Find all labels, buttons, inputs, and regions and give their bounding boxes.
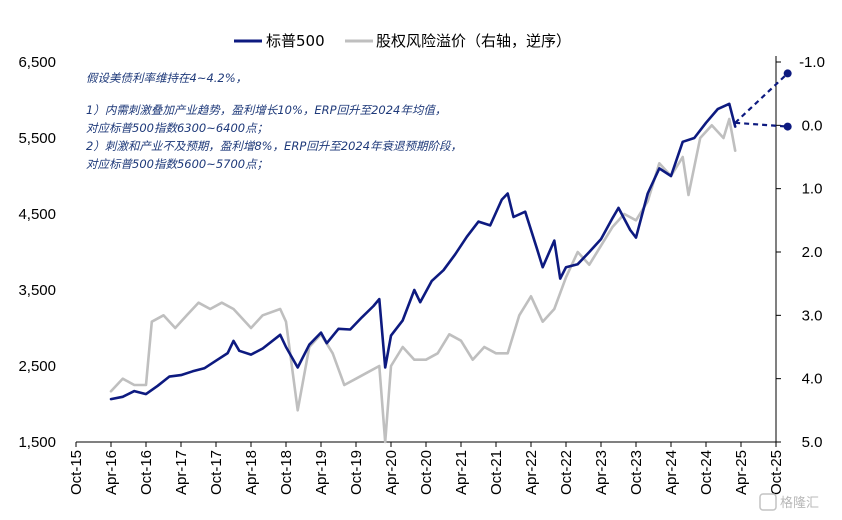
left-tick-label: 6,500 — [18, 54, 56, 71]
x-tick-label: Oct-21 — [488, 450, 505, 495]
x-tick-label: Apr-23 — [593, 450, 610, 495]
annotation-block: 假设美债利率维持在4~4.2%， 1）内需刺激叠加产业趋势，盈利增长10%，ER… — [86, 71, 462, 171]
left-tick-label: 4,500 — [18, 206, 56, 223]
projection-endpoint-2 — [783, 122, 792, 131]
series-line-sp500 — [109, 102, 737, 401]
right-tick-label: -1.0 — [799, 54, 825, 71]
x-tick-label: Apr-18 — [243, 450, 260, 495]
x-tick-label: Oct-19 — [348, 450, 365, 495]
x-tick-label: Apr-25 — [733, 450, 750, 495]
x-tick-label: Apr-24 — [663, 450, 680, 495]
annotation-line: 对应标普500指数6300~6400点； — [86, 121, 268, 135]
legend-label-sp500: 标普500 — [266, 32, 325, 50]
left-tick-label: 5,500 — [18, 130, 56, 147]
annotation-line: 1）内需刺激叠加产业趋势，盈利增长10%，ERP回升至2024年均值， — [86, 103, 446, 117]
x-tick-label: Apr-17 — [173, 450, 190, 495]
x-tick-label: Oct-23 — [628, 450, 645, 495]
projection-endpoint-1 — [783, 69, 792, 78]
x-tick-label: Oct-20 — [418, 450, 435, 495]
x-tick-label: Oct-15 — [68, 450, 85, 495]
projection-line-1 — [734, 72, 789, 124]
x-tick-label: Oct-25 — [768, 450, 785, 495]
right-tick-label: 2.0 — [802, 244, 823, 261]
series-layer — [109, 69, 792, 444]
left-tick-label: 1,500 — [18, 434, 56, 451]
x-tick-label: Apr-21 — [453, 450, 470, 495]
legend-label-erp: 股权风险溢价（右轴，逆序） — [376, 32, 571, 50]
right-tick-label: 1.0 — [802, 181, 823, 198]
left-tick-label: 3,500 — [18, 282, 56, 299]
x-tick-label: Oct-17 — [208, 450, 225, 495]
x-tick-label: Oct-22 — [558, 450, 575, 495]
x-tick-label: Oct-16 — [138, 450, 155, 495]
x-tick-label: Apr-22 — [523, 450, 540, 495]
right-tick-label: 3.0 — [802, 307, 823, 324]
legend: 标普500 股权风险溢价（右轴，逆序） — [234, 32, 571, 50]
projection-line-2 — [735, 121, 788, 128]
right-tick-label: 4.0 — [802, 371, 823, 388]
watermark-text: 格隆汇 — [780, 495, 819, 511]
right-tick-label: 5.0 — [802, 434, 823, 451]
axes: Oct-15 Apr-16 Oct-16 Apr-17 Oct-17 Apr-18 Oct-… — [18, 54, 824, 495]
x-tick-label: Apr-19 — [313, 450, 330, 495]
left-tick-label: 2,500 — [18, 358, 56, 375]
x-tick-label: Apr-16 — [103, 450, 120, 495]
annotation-line: 2）刺激和产业不及预期，盈利增8%，ERP回升至2024年衰退预期阶段， — [86, 139, 462, 153]
x-tick-label: Oct-18 — [278, 450, 295, 495]
x-tick-label: Apr-20 — [383, 450, 400, 495]
watermark-logo-icon — [759, 493, 777, 511]
watermark: 格隆汇 — [759, 493, 819, 511]
annotation-line: 对应标普500指数5600~5700点； — [86, 157, 268, 171]
annotation-line: 假设美债利率维持在4~4.2%， — [86, 71, 247, 85]
right-tick-label: 0.0 — [802, 117, 823, 134]
x-tick-label: Oct-24 — [698, 450, 715, 495]
